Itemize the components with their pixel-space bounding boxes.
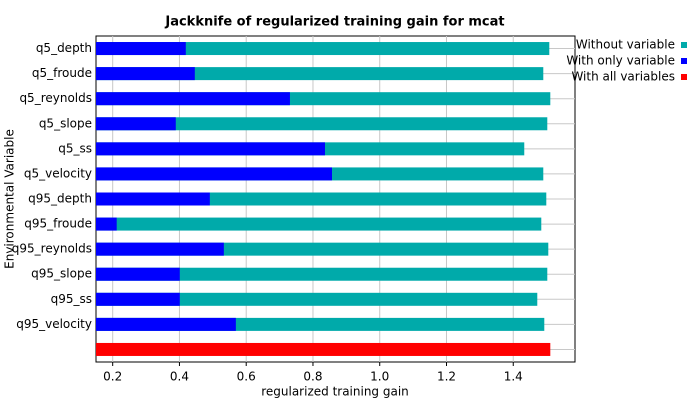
bar [96, 192, 210, 206]
bar [96, 292, 180, 306]
legend-label: With all variables [571, 70, 675, 84]
bar [96, 217, 542, 231]
legend-label: With only variable [566, 54, 675, 68]
x-tick-label: 0.4 [170, 370, 189, 384]
bar [96, 292, 538, 306]
bar [96, 42, 550, 56]
bar [96, 217, 117, 231]
y-tick-label: q95_reynolds [12, 242, 92, 256]
y-tick-label: q95_depth [28, 192, 92, 206]
x-axis-label: regularized training gain [261, 385, 409, 399]
y-tick-label: q95_velocity [16, 317, 92, 331]
chart-title: Jackknife of regularized training gain f… [164, 15, 504, 30]
x-tick-label: 0.8 [303, 370, 322, 384]
bar [96, 167, 332, 181]
y-tick-label: q5_depth [36, 41, 92, 55]
bar [96, 267, 548, 281]
bar [96, 317, 236, 331]
bar [96, 142, 325, 156]
bar [96, 42, 186, 56]
bar [96, 67, 195, 81]
bar [96, 342, 551, 356]
bar [96, 92, 290, 106]
x-tick-label: 1.0 [370, 370, 389, 384]
legend-swatch [681, 74, 687, 80]
y-tick-label: q5_froude [32, 66, 92, 80]
y-tick-label: q95_ss [51, 292, 92, 306]
bar [96, 242, 224, 256]
x-tick-label: 0.2 [103, 370, 122, 384]
bar [96, 117, 176, 131]
legend-swatch [681, 42, 687, 48]
bar [96, 67, 544, 81]
y-tick-label: q5_ss [58, 141, 92, 155]
y-tick-label: q5_reynolds [19, 91, 92, 105]
x-tick-label: 1.4 [504, 370, 523, 384]
y-tick-label: q95_froude [24, 217, 92, 231]
legend-swatch [681, 58, 687, 64]
legend-label: Without variable [576, 38, 675, 52]
bar [96, 117, 548, 131]
x-tick-label: 1.2 [437, 370, 456, 384]
x-tick-label: 0.6 [237, 370, 256, 384]
y-tick-label: q5_velocity [24, 166, 92, 180]
y-tick-label: q5_slope [39, 116, 92, 130]
bar [96, 267, 180, 281]
y-tick-label: q95_slope [31, 267, 92, 281]
y-axis-label: Environmental Variable [3, 129, 17, 269]
